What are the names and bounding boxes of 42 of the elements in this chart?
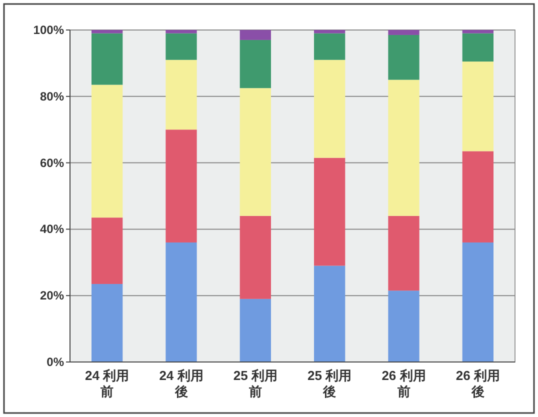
bar: [388, 216, 420, 291]
bar: [166, 242, 197, 362]
bar: [240, 216, 271, 299]
y-tick-label: 60%: [40, 156, 64, 170]
bar: [388, 30, 420, 35]
x-tick-label: 25 利用前: [233, 368, 278, 399]
bar: [240, 40, 271, 88]
bar: [462, 33, 494, 62]
x-tick-label: 24 利用後: [159, 368, 204, 399]
bar: [92, 30, 123, 34]
bar: [462, 151, 494, 242]
bar: [314, 30, 346, 34]
x-tick-label: 24 利用前: [85, 368, 130, 399]
bar: [240, 298, 271, 362]
bar: [314, 266, 346, 362]
bar: [92, 84, 123, 218]
y-tick-label: 40%: [40, 222, 64, 236]
y-tick-label: 100%: [33, 23, 64, 37]
bar: [240, 30, 271, 40]
y-tick-label: 80%: [40, 89, 64, 104]
bar: [240, 88, 271, 216]
x-tick-label: 26 利用後: [456, 368, 500, 399]
bar: [92, 218, 123, 284]
bar: [314, 60, 346, 158]
bar: [314, 158, 346, 266]
bar: [462, 62, 494, 152]
bar: [388, 34, 420, 80]
y-tick-label: 0%: [46, 355, 64, 369]
bar: [92, 33, 123, 85]
bar: [166, 33, 197, 60]
bar: [314, 33, 346, 60]
bar: [462, 30, 494, 34]
x-tick-label: 25 利用後: [308, 368, 352, 399]
bar: [462, 242, 494, 362]
bar: [388, 80, 420, 216]
bar: [388, 290, 420, 362]
bar: [166, 30, 197, 34]
bar: [92, 284, 123, 362]
bar: [166, 130, 197, 242]
y-tick-label: 20%: [40, 288, 64, 303]
bar: [166, 60, 197, 130]
x-tick-label: 26 利用前: [382, 368, 426, 399]
